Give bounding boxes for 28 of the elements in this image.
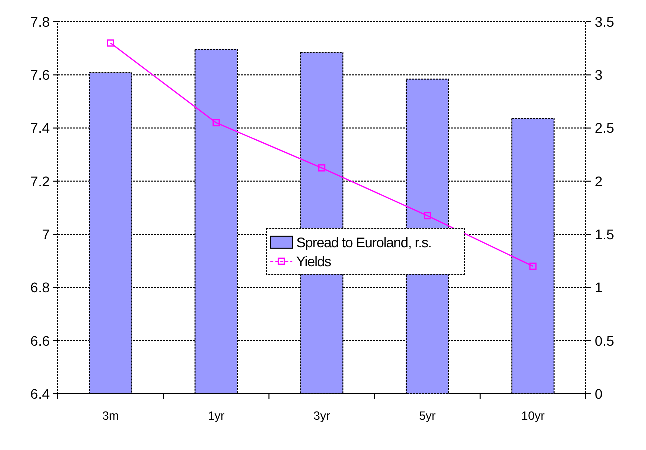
point bbox=[318, 164, 326, 172]
y-tick-label: 7.6 bbox=[30, 67, 50, 84]
y2-tick-label: 0.5 bbox=[595, 332, 615, 349]
y-tick-label: 7.2 bbox=[30, 173, 50, 190]
y2-tick-label: 3.5 bbox=[595, 14, 615, 30]
x-tick-label: 5yr bbox=[419, 409, 436, 423]
y2-tick-label: 1.5 bbox=[595, 226, 615, 242]
y-tick-label: 7.4 bbox=[30, 120, 50, 136]
point bbox=[530, 262, 537, 270]
point bbox=[107, 40, 114, 47]
y2-tick-label: 3 bbox=[595, 67, 603, 84]
x-tick-label: 3yr bbox=[314, 409, 330, 423]
x-tick-label: 1yr bbox=[208, 409, 225, 423]
y-tick-label: 6.6 bbox=[30, 332, 50, 349]
y2-tick-label: 2.5 bbox=[595, 120, 615, 136]
y-tick-label: 7 bbox=[42, 226, 50, 242]
point bbox=[424, 212, 432, 220]
y-tick-label: 7.8 bbox=[30, 14, 50, 30]
y2-tick-label: 0 bbox=[595, 386, 603, 402]
y-tick-label: 6.4 bbox=[30, 386, 50, 402]
x-tick-label: 10yr bbox=[522, 409, 545, 423]
legend-label: Yields bbox=[296, 253, 332, 270]
y-tick-label: 6.8 bbox=[30, 280, 50, 296]
y2-tick-label: 1 bbox=[595, 280, 603, 296]
point bbox=[212, 119, 220, 127]
legend-label: Spread to Euroland, r.s. bbox=[296, 234, 432, 250]
y2-tick-label: 2 bbox=[595, 173, 603, 190]
x-tick-label: 3m bbox=[102, 409, 120, 423]
